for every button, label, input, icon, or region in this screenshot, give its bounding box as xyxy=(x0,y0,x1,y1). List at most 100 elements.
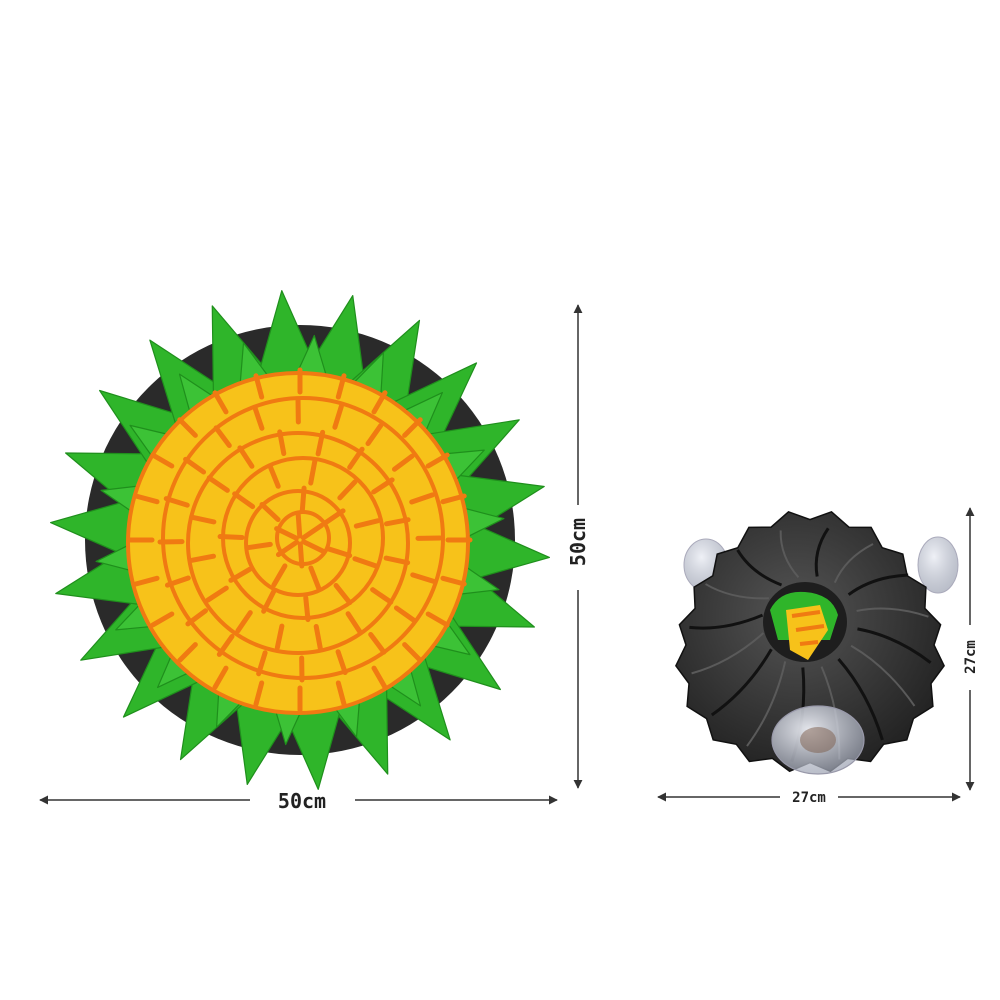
petal-stripe xyxy=(337,479,358,501)
petal-stripe xyxy=(259,502,281,523)
petal-stripe xyxy=(150,452,175,469)
petal-stripe xyxy=(253,373,265,400)
petal-stripe xyxy=(267,463,281,489)
open-snuffle-mat xyxy=(50,290,550,790)
bag-fold-line xyxy=(746,661,787,747)
bag-fold-line xyxy=(691,632,765,675)
petal-stripe xyxy=(295,511,303,539)
petal-stripe xyxy=(335,680,347,707)
petal-stripe xyxy=(371,665,388,690)
bag-opening-yellow xyxy=(786,605,828,660)
bag-fold-line xyxy=(710,648,773,717)
petal-stripe xyxy=(275,539,300,558)
petal-stripe xyxy=(185,608,209,627)
petal-stripe xyxy=(206,475,230,493)
open-mat-width-dimension: 50cm xyxy=(39,789,558,813)
petal-stripe xyxy=(228,566,253,583)
petal-stripe xyxy=(402,417,423,438)
petal-stripe xyxy=(301,539,326,554)
petal-stripe xyxy=(347,446,365,470)
petal-stripe xyxy=(440,575,467,587)
petal-stripe xyxy=(299,485,307,513)
bag-fold-line xyxy=(856,607,929,618)
open-mat-height-dimension: 50cm xyxy=(566,304,590,789)
petal-stripe xyxy=(371,390,388,415)
closed-snuffle-bag xyxy=(675,510,959,775)
bag-fold-line xyxy=(850,644,916,707)
petal-stripe xyxy=(322,508,346,526)
bag-fold-line xyxy=(857,627,932,664)
petal-stripe xyxy=(163,496,190,508)
petal-stripe xyxy=(335,649,348,676)
closed-bag-height-label: 27cm xyxy=(963,640,979,674)
petal-stripe xyxy=(213,425,232,449)
open-mat-width-label: 50cm xyxy=(278,789,326,813)
petal-stripe xyxy=(313,623,323,651)
petal-stripe xyxy=(237,445,255,469)
petal-stripe xyxy=(352,556,379,569)
petal-stripe xyxy=(212,390,229,415)
petal-stripe xyxy=(308,458,318,486)
petal-stripe xyxy=(274,623,285,651)
petal-stripe xyxy=(332,403,344,430)
bag-fold-line xyxy=(689,613,764,630)
petal-stripe xyxy=(183,456,207,475)
petal-stripe xyxy=(253,680,265,707)
petal-stripe xyxy=(315,429,326,457)
bag-fold-line xyxy=(736,549,783,587)
bag-fold-line xyxy=(833,543,874,584)
petal-stripe xyxy=(391,453,415,472)
petal-stripe xyxy=(235,610,253,634)
bag-fold-line xyxy=(847,573,909,596)
petal-stripe xyxy=(370,587,394,605)
petal-stripe xyxy=(256,650,268,677)
petal-stripe xyxy=(133,575,160,587)
petal-stripe xyxy=(383,517,411,527)
yellow-petal-rings xyxy=(126,367,473,715)
petal-stripe xyxy=(277,429,287,457)
petal-stripe xyxy=(177,417,198,438)
petal-stripe xyxy=(425,611,450,628)
petal-stripe xyxy=(440,493,467,505)
petal-stripe xyxy=(297,541,305,569)
suction-cup-right xyxy=(917,536,959,594)
petal-stripe xyxy=(246,541,273,551)
petal-stripe xyxy=(300,522,325,541)
suction-cup-bottom-center xyxy=(800,727,836,753)
petal-stripe xyxy=(410,572,437,584)
petal-stripe xyxy=(177,642,198,663)
closed-bag-width-dimension: 27cm xyxy=(657,790,961,806)
petal-stripe xyxy=(383,555,411,566)
petal-stripe xyxy=(150,611,175,628)
petal-stripe xyxy=(371,477,395,495)
petal-stripe xyxy=(205,585,229,603)
petal-stripe xyxy=(164,575,191,588)
bag-fold-line xyxy=(705,583,769,600)
petal-stripe xyxy=(409,492,436,505)
bag-opening-orange xyxy=(791,610,825,646)
petal-stripe xyxy=(326,546,353,558)
petal-stripe xyxy=(189,514,217,525)
petal-stripe xyxy=(345,611,363,635)
bag-fold-line xyxy=(779,530,800,579)
petal-stripe xyxy=(335,373,347,400)
petal-stripe xyxy=(217,534,245,540)
petal-stripe xyxy=(232,491,256,510)
petal-stripe xyxy=(133,493,160,505)
petal-stripe xyxy=(212,665,229,690)
petal-stripe xyxy=(393,605,417,624)
petal-stripe xyxy=(216,633,235,657)
closed-bag-height-dimension: 27cm xyxy=(963,507,979,791)
petal-stripe xyxy=(333,582,353,606)
petal-stripe xyxy=(274,526,299,541)
petal-stripe xyxy=(368,631,387,655)
bag-fold-line xyxy=(814,527,830,577)
petal-stripe xyxy=(353,518,381,529)
bag-fold-line xyxy=(837,658,884,741)
petal-stripe xyxy=(308,565,322,591)
petal-stripe xyxy=(303,595,311,623)
closed-bag-width-label: 27cm xyxy=(792,790,826,806)
petal-stripe xyxy=(271,563,288,588)
petal-stripe xyxy=(261,589,277,614)
